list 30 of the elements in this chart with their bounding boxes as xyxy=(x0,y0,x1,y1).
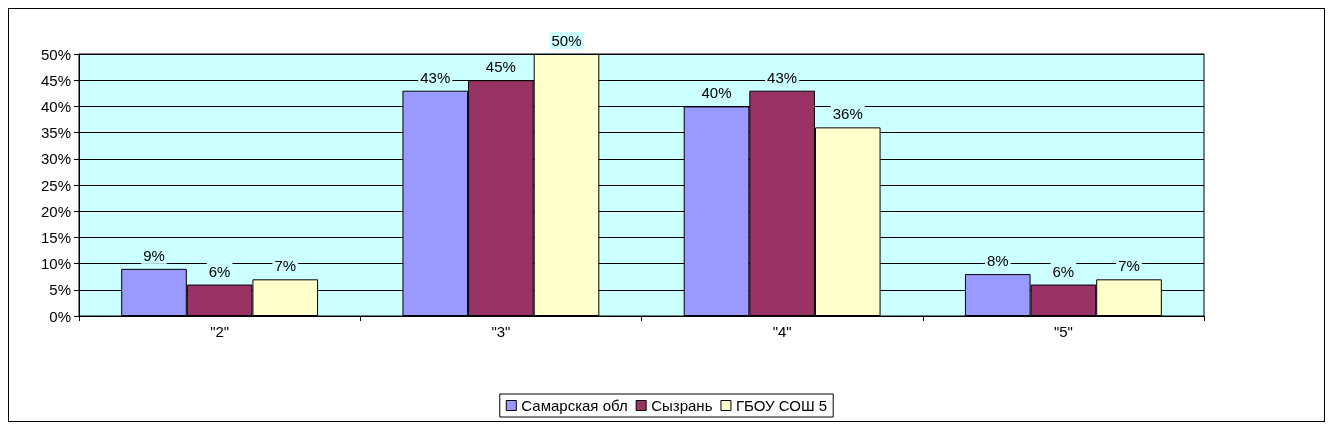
y-tick-label: 35% xyxy=(40,124,71,142)
x-tick-label: "5" xyxy=(1053,323,1073,340)
legend-label: Сызрань xyxy=(651,397,713,414)
y-tick-label: 25% xyxy=(40,176,71,194)
data-label: 9% xyxy=(143,246,165,264)
y-tick-label: 30% xyxy=(40,150,71,168)
y-tick-label: 0% xyxy=(49,307,71,325)
x-tick-label: "2" xyxy=(210,323,230,340)
y-tick-label: 20% xyxy=(40,202,71,220)
data-label: 45% xyxy=(485,58,516,76)
legend-label: Самарская обл xyxy=(521,397,628,414)
data-label: 6% xyxy=(1052,262,1075,280)
y-tick-label: 10% xyxy=(40,255,71,273)
x-tick-label: "3" xyxy=(491,323,511,340)
y-tick-label: 40% xyxy=(40,97,71,115)
y-tick-label: 50% xyxy=(40,45,71,63)
y-tick-label: 45% xyxy=(40,71,71,89)
data-label: 7% xyxy=(1118,257,1140,275)
data-label: 7% xyxy=(274,257,297,275)
y-tick-label: 15% xyxy=(40,228,71,246)
x-tick-label: "4" xyxy=(772,323,792,340)
data-label: 6% xyxy=(208,262,231,280)
data-label: 40% xyxy=(701,84,732,102)
data-label: 36% xyxy=(832,105,863,123)
data-label: 8% xyxy=(986,252,1009,270)
legend-label: ГБОУ СОШ 5 xyxy=(735,397,828,414)
data-label: 43% xyxy=(767,68,798,86)
data-label: 50% xyxy=(551,32,582,49)
y-tick-label: 5% xyxy=(49,281,71,299)
data-label: 43% xyxy=(420,68,451,86)
